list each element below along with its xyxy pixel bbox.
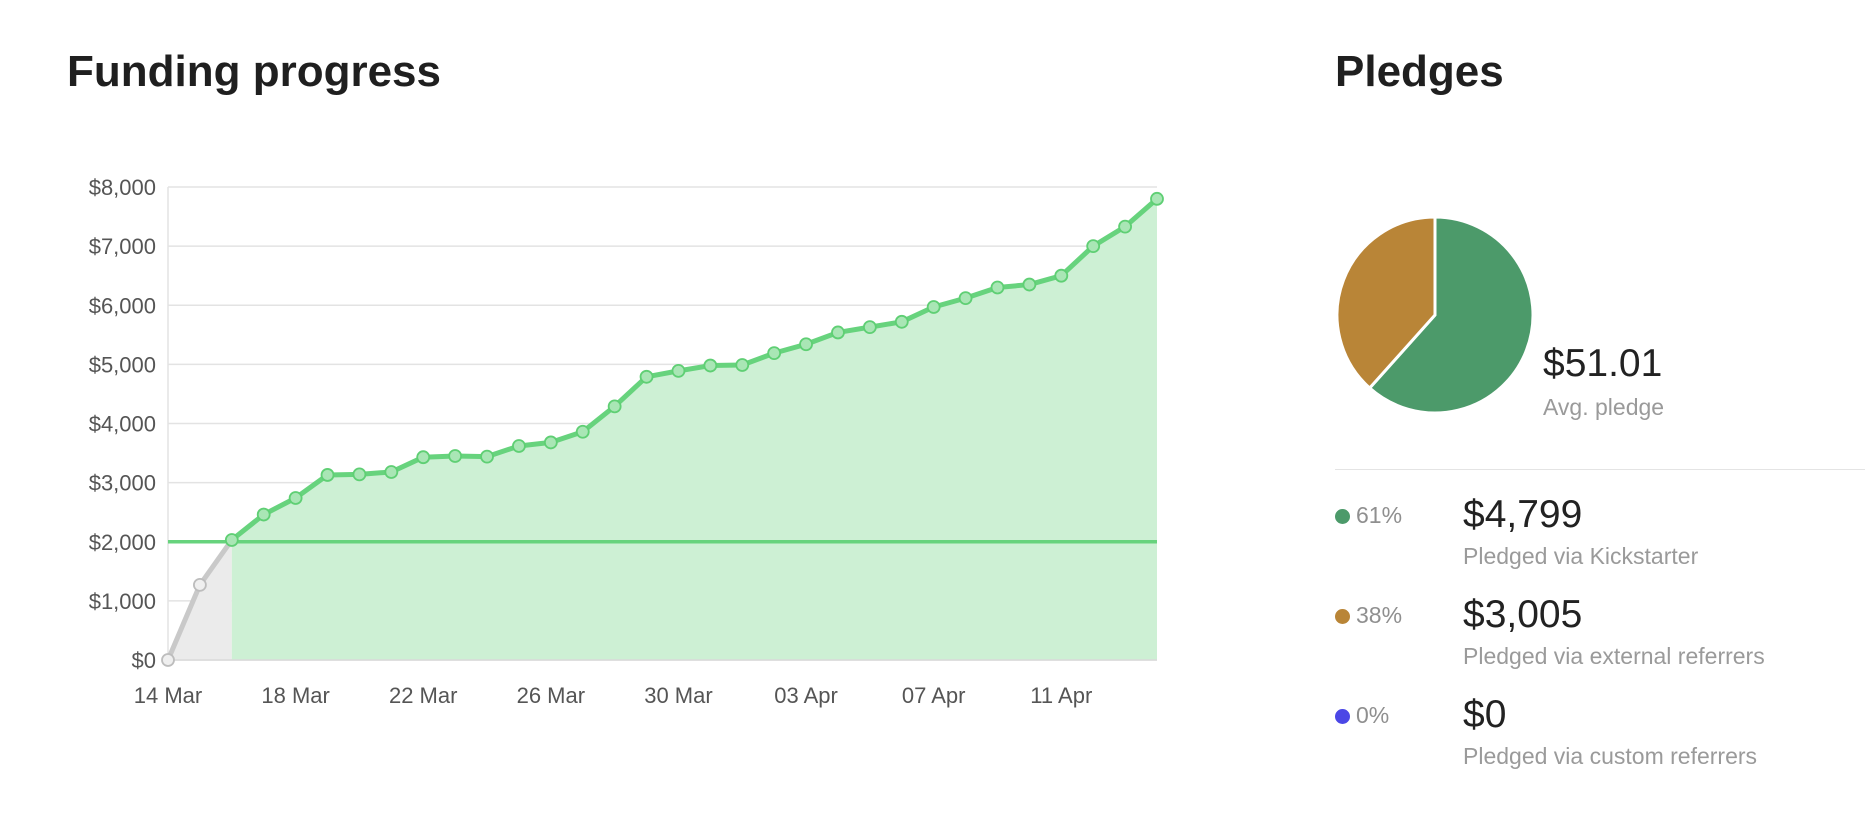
data-point [1150, 191, 1164, 206]
funding-progress-title: Funding progress [67, 47, 441, 96]
data-point [990, 280, 1005, 295]
data-point [1118, 219, 1132, 234]
data-point [639, 369, 654, 384]
x-tick-label: 11 Apr [1030, 683, 1092, 708]
data-point [1054, 268, 1069, 283]
y-tick-label: $3,000 [89, 471, 156, 496]
data-point [256, 507, 271, 522]
data-point [512, 439, 526, 453]
data-point [799, 337, 813, 352]
x-tick-label: 18 Mar [261, 683, 329, 708]
pledge-source-label: Pledged via custom referrers [1463, 743, 1758, 769]
funding-area [231, 198, 1157, 660]
pledge-amount: $4,799 [1463, 493, 1583, 536]
pledge-source-label: Pledged via external referrers [1463, 643, 1765, 669]
y-tick-label: $8,000 [89, 175, 156, 200]
external-legend-dot [1335, 609, 1350, 624]
pie-slice-pledged-via-external-referrers [1335, 215, 1437, 390]
data-point [831, 325, 845, 340]
data-point [862, 320, 877, 335]
y-tick-label: $1,000 [89, 589, 156, 614]
data-point [894, 314, 909, 329]
y-tick-label: $4,000 [89, 412, 156, 437]
pre-period-area [168, 539, 232, 660]
kickstarter-legend-dot [1335, 509, 1350, 524]
x-tick-label: 03 Apr [774, 683, 838, 708]
y-tick-label: $6,000 [89, 293, 156, 318]
pie-slice-pledged-via-kickstarter [1368, 215, 1535, 415]
data-point [671, 363, 686, 378]
data-point [161, 653, 175, 667]
y-tick-label: $7,000 [89, 234, 156, 259]
data-point [288, 491, 303, 505]
data-point [352, 467, 367, 482]
pledge-percent: 38% [1356, 602, 1403, 628]
divider [1335, 469, 1865, 470]
data-point [735, 358, 750, 372]
data-point [543, 435, 558, 450]
pledge-amount: $0 [1463, 693, 1507, 736]
pledge-row-custom: 0% $0 Pledged via custom referrers [1335, 692, 1865, 782]
data-point [958, 291, 973, 306]
pledge-amount: $3,005 [1463, 593, 1583, 636]
data-point [384, 465, 399, 479]
y-tick-label: $0 [132, 648, 156, 673]
x-tick-label: 07 Apr [902, 683, 966, 708]
x-tick-label: 14 Mar [134, 683, 202, 708]
avg-pledge-label: Avg. pledge [1543, 394, 1665, 420]
data-point [1086, 239, 1101, 254]
data-point [416, 450, 431, 465]
funding-progress-chart: $0 $1,000 $2,000 $3,000 $4,000 $5,000 $6,000 $7… [89, 175, 1164, 708]
data-point [224, 533, 239, 547]
x-tick-label: 30 Mar [644, 683, 712, 708]
data-point [320, 468, 335, 482]
custom-legend-dot [1335, 709, 1350, 724]
data-point [448, 449, 463, 463]
avg-pledge-value: $51.01 [1543, 342, 1663, 385]
pledges-pie-chart [1335, 215, 1535, 415]
y-tick-label: $5,000 [89, 352, 156, 377]
data-point [1022, 277, 1037, 292]
y-tick-label: $2,000 [89, 530, 156, 555]
data-point [767, 346, 782, 361]
pledge-row-external: 38% $3,005 Pledged via external referrer… [1335, 592, 1865, 682]
data-point [703, 358, 718, 373]
data-point [926, 300, 941, 314]
data-point [193, 578, 207, 592]
pledge-row-kickstarter: 61% $4,799 Pledged via Kickstarter [1335, 492, 1865, 582]
x-tick-label: 22 Mar [389, 683, 457, 708]
pledge-percent: 0% [1356, 702, 1390, 728]
pledges-title: Pledges [1335, 47, 1504, 96]
data-point [575, 424, 590, 439]
x-tick-label: 26 Mar [517, 683, 585, 708]
pledge-percent: 61% [1356, 502, 1403, 528]
data-point [480, 449, 494, 464]
data-point [607, 399, 622, 414]
pledge-source-label: Pledged via Kickstarter [1463, 543, 1699, 569]
